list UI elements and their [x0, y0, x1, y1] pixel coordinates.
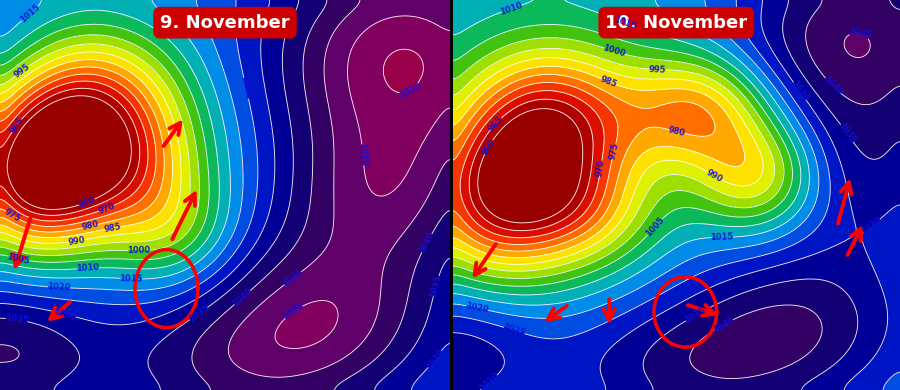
- Text: 1035: 1035: [186, 303, 211, 324]
- Text: 965: 965: [487, 114, 505, 133]
- Text: 1030: 1030: [477, 371, 500, 390]
- Text: 1040: 1040: [822, 74, 844, 97]
- Text: 1025: 1025: [239, 76, 253, 101]
- Text: 9. November: 9. November: [160, 14, 290, 32]
- Text: 1050: 1050: [357, 143, 368, 167]
- Text: 965: 965: [8, 116, 25, 135]
- Text: 975: 975: [3, 207, 22, 223]
- Text: 1025: 1025: [501, 323, 526, 338]
- Text: 1045: 1045: [847, 26, 872, 40]
- Text: 1005: 1005: [644, 216, 666, 239]
- Text: 985: 985: [598, 74, 618, 89]
- Text: 990: 990: [705, 168, 725, 184]
- Text: 1000: 1000: [127, 246, 150, 255]
- Text: 980: 980: [668, 125, 687, 138]
- Text: 960: 960: [77, 195, 97, 209]
- Text: 980: 980: [81, 220, 100, 232]
- Text: 1020: 1020: [47, 282, 70, 292]
- Text: 1020: 1020: [464, 301, 489, 315]
- Text: 1045: 1045: [281, 268, 305, 289]
- Text: 1015: 1015: [18, 3, 41, 25]
- Text: 1010: 1010: [76, 263, 99, 273]
- Text: 10. November: 10. November: [606, 14, 747, 32]
- Text: 975: 975: [608, 142, 620, 160]
- Text: 970: 970: [595, 159, 607, 177]
- Text: 1035: 1035: [683, 306, 707, 325]
- Text: 1010: 1010: [499, 1, 524, 17]
- Text: 995: 995: [13, 62, 32, 79]
- Text: 970: 970: [97, 201, 116, 216]
- Text: 1015: 1015: [710, 232, 734, 242]
- Text: 1040: 1040: [230, 287, 254, 308]
- Text: 1035: 1035: [428, 274, 444, 298]
- Text: 1030: 1030: [52, 307, 77, 321]
- Text: 1040: 1040: [711, 315, 736, 334]
- Text: 960: 960: [481, 137, 497, 157]
- Text: 1000: 1000: [602, 44, 626, 59]
- Text: 1010: 1010: [612, 15, 637, 32]
- Text: 1015: 1015: [119, 274, 143, 284]
- Text: 985: 985: [104, 222, 122, 234]
- Text: 1005: 1005: [5, 252, 31, 266]
- Text: 1035: 1035: [836, 121, 858, 145]
- Text: 1050: 1050: [282, 301, 306, 322]
- Text: 1040: 1040: [418, 230, 436, 255]
- Text: 1030: 1030: [424, 347, 446, 371]
- Text: 995: 995: [649, 64, 667, 74]
- Text: 990: 990: [68, 235, 86, 246]
- Text: 1030: 1030: [789, 79, 810, 103]
- Text: 1035: 1035: [4, 314, 29, 326]
- Text: 1055: 1055: [397, 81, 422, 99]
- Text: 1030: 1030: [860, 215, 884, 237]
